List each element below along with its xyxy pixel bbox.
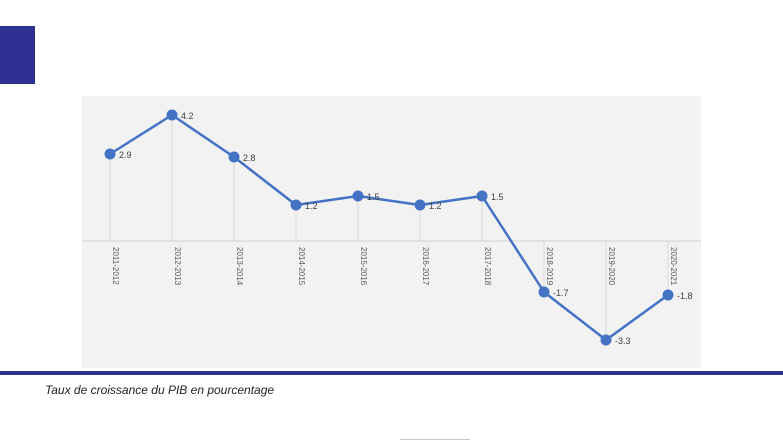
data-point bbox=[414, 199, 426, 211]
data-point bbox=[104, 148, 116, 160]
x-tick-label: 2017-2018 bbox=[483, 247, 492, 286]
plot-background bbox=[82, 96, 701, 368]
x-tick-label: 2016-2017 bbox=[421, 247, 430, 286]
data-point bbox=[166, 109, 178, 121]
data-point bbox=[228, 151, 240, 163]
drop-lines bbox=[109, 115, 669, 340]
data-label: 1.5 bbox=[367, 192, 380, 202]
data-point bbox=[538, 286, 550, 298]
markers bbox=[104, 109, 674, 346]
gdp-growth-chart: 2011-2012 2012-2013 2013-2014 2014-2015 2015… bbox=[82, 96, 701, 368]
x-tick-label: 2011-2012 bbox=[111, 247, 120, 285]
x-tick-label: 2015-2016 bbox=[359, 247, 368, 286]
data-label: -1.8 bbox=[677, 291, 693, 301]
x-tick-label: 2018-2019 bbox=[545, 247, 554, 286]
cropped-text-strip bbox=[60, 432, 740, 440]
accent-block bbox=[0, 26, 35, 84]
x-tick-label: 2012-2013 bbox=[173, 247, 182, 286]
data-label: 1.2 bbox=[305, 201, 318, 211]
data-point bbox=[476, 190, 488, 202]
data-label: -3.3 bbox=[615, 336, 631, 346]
chart-svg: 2011-2012 2012-2013 2013-2014 2014-2015 2015… bbox=[82, 96, 701, 368]
x-tick-labels: 2011-2012 2012-2013 2013-2014 2014-2015 2015… bbox=[111, 247, 678, 286]
x-tick-label: 2014-2015 bbox=[297, 247, 306, 286]
data-label: 2.8 bbox=[243, 153, 256, 163]
data-label: 1.5 bbox=[491, 192, 504, 202]
chart-caption: Taux de croissance du PIB en pourcentage bbox=[45, 383, 275, 397]
data-label: 1.2 bbox=[429, 201, 442, 211]
data-label: 2.9 bbox=[119, 150, 132, 160]
x-tick-label: 2019-2020 bbox=[607, 247, 616, 286]
data-point bbox=[600, 334, 612, 346]
data-point bbox=[352, 190, 364, 202]
data-point bbox=[290, 199, 302, 211]
data-labels: 2.9 4.2 2.8 1.2 1.5 1.2 1.5 -1.7 -3.3 -1.8 bbox=[119, 111, 693, 346]
x-tick-label: 2020-2021 bbox=[669, 247, 678, 286]
x-tick-label: 2013-2014 bbox=[235, 247, 244, 286]
data-label: -1.7 bbox=[553, 288, 569, 298]
data-label: 4.2 bbox=[181, 111, 194, 121]
data-point bbox=[662, 289, 674, 301]
series-line bbox=[109, 113, 669, 342]
divider-bar bbox=[0, 371, 783, 375]
